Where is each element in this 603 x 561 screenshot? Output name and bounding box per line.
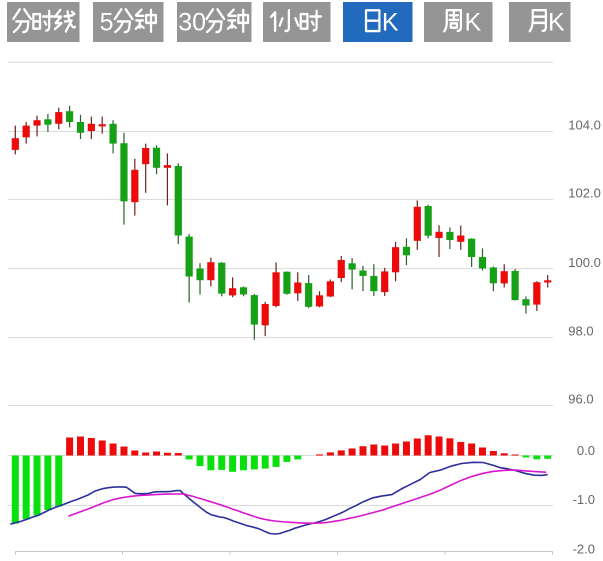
svg-text:96.0: 96.0 [568, 392, 593, 407]
svg-text:K: K [548, 9, 565, 37]
svg-text:104.0: 104.0 [568, 118, 601, 133]
svg-text:-2.0: -2.0 [573, 541, 595, 556]
svg-text:K: K [465, 9, 482, 37]
svg-text:30: 30 [178, 9, 206, 37]
svg-text:5: 5 [100, 9, 114, 37]
svg-text:100.0: 100.0 [568, 255, 601, 270]
svg-text:-1.0: -1.0 [573, 492, 595, 507]
svg-text:K: K [382, 9, 399, 37]
svg-text:102.0: 102.0 [568, 186, 601, 201]
svg-text:98.0: 98.0 [568, 324, 593, 339]
svg-text:0.0: 0.0 [577, 443, 595, 458]
